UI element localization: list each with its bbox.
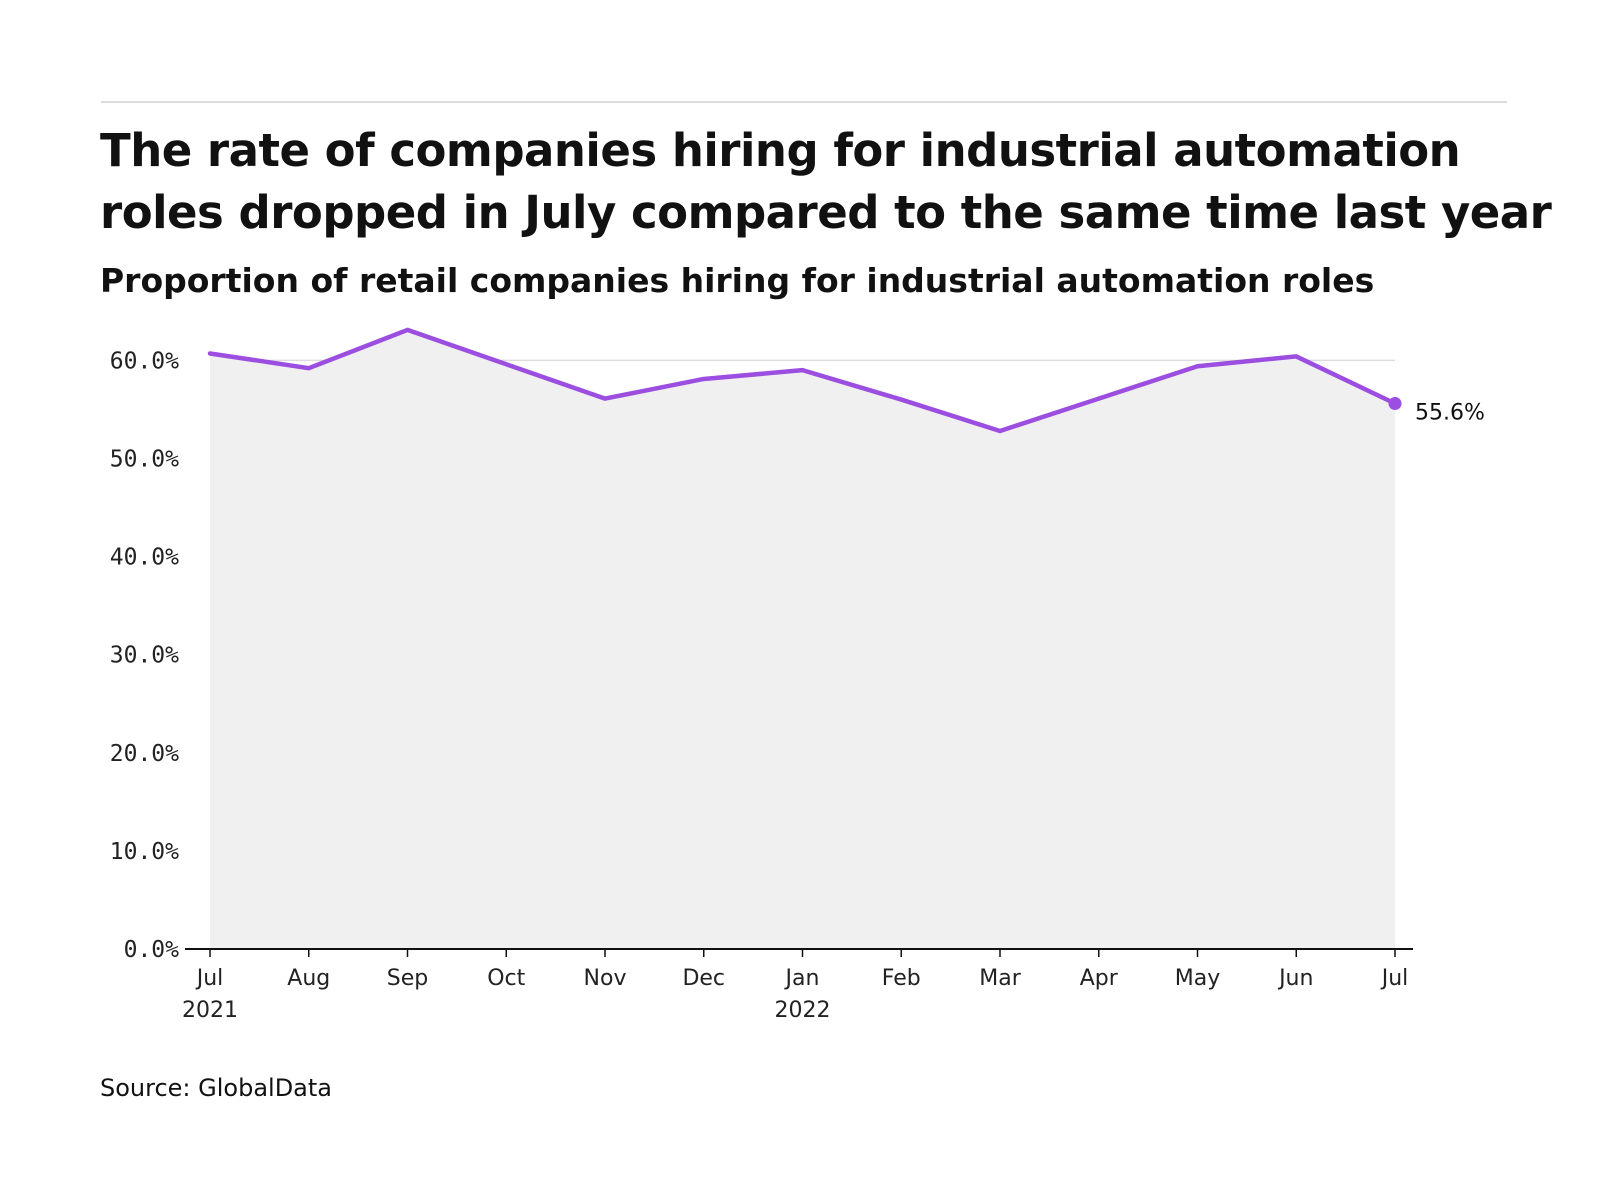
y-tick-label: 0.0% bbox=[124, 937, 180, 963]
y-tick-label: 30.0% bbox=[110, 643, 179, 669]
x-tick-label: Apr bbox=[1080, 966, 1119, 991]
x-tick-label: Sep bbox=[387, 966, 428, 991]
x-tick-year-label: 2022 bbox=[775, 998, 831, 1023]
x-tick-label: Mar bbox=[979, 966, 1021, 991]
x-tick-label: Oct bbox=[487, 966, 525, 991]
line-chart: 0.0% 10.0% 20.0% 30.0% 40.0% 50.0% 60.0% Jul 20… bbox=[110, 327, 1485, 1023]
x-tick-label: Jul bbox=[1380, 966, 1409, 991]
y-tick-label: 60.0% bbox=[110, 348, 179, 374]
end-point-marker bbox=[1388, 397, 1402, 411]
x-tick-label: Aug bbox=[287, 966, 330, 991]
top-divider bbox=[101, 101, 1507, 103]
chart-title: The rate of companies hiring for industr… bbox=[100, 124, 1552, 239]
end-value-label: 55.6% bbox=[1415, 401, 1485, 426]
x-tick-label: May bbox=[1175, 966, 1220, 991]
x-tick-label: Jan bbox=[784, 966, 820, 991]
x-tick-label: Jun bbox=[1277, 966, 1313, 991]
x-tick-label: Nov bbox=[584, 966, 627, 991]
y-tick-label: 40.0% bbox=[110, 545, 179, 571]
y-axis-tick-labels: 0.0% 10.0% 20.0% 30.0% 40.0% 50.0% 60.0% bbox=[110, 348, 179, 963]
x-tick-year-label: 2021 bbox=[182, 998, 238, 1023]
x-tick-label: Jul bbox=[195, 966, 224, 991]
chart-subtitle: Proportion of retail companies hiring fo… bbox=[100, 261, 1375, 300]
source-note: Source: GlobalData bbox=[100, 1074, 333, 1102]
y-tick-label: 10.0% bbox=[110, 839, 179, 865]
y-tick-label: 20.0% bbox=[110, 741, 179, 767]
y-tick-label: 50.0% bbox=[110, 446, 179, 472]
x-tick-label: Feb bbox=[882, 966, 921, 991]
area-fill bbox=[210, 329, 1395, 949]
x-tick-label: Dec bbox=[682, 966, 725, 991]
series-line bbox=[207, 327, 1398, 434]
x-axis-tick-labels: Jul 2021 Aug Sep Oct Nov Dec Jan 2022 Feb Mar Apr Ma… bbox=[182, 949, 1408, 1023]
